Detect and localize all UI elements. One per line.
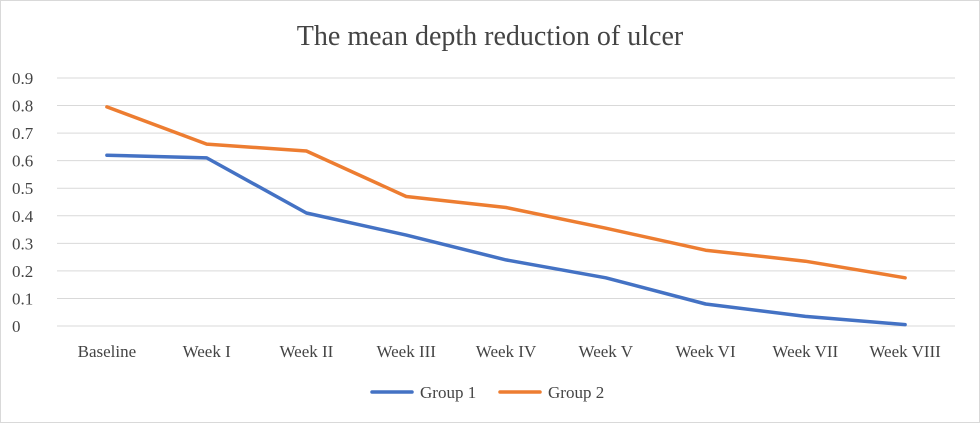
legend-label-1: Group 1 [420,383,476,402]
series-line-2 [105,105,907,280]
chart-title: The mean depth reduction of ulcer [297,21,684,52]
x-tick-label: Week III [376,342,436,361]
y-tick-label: 0.6 [12,152,33,171]
legend: Group 1 Group 2 [370,383,604,402]
series-line-1 [105,153,907,327]
x-tick-label: Week II [280,342,334,361]
y-tick-label: 0.9 [12,69,33,88]
x-tick-label: Baseline [78,342,137,361]
x-axis-tick-labels: Baseline Week I Week II Week III Week IV Week… [78,342,942,361]
x-tick-label: Week V [579,342,634,361]
x-tick-label: Week VII [772,342,838,361]
y-tick-label: 0.2 [12,262,33,281]
x-tick-label: Week VIII [869,342,941,361]
y-tick-label: 0.5 [12,179,33,198]
y-tick-label: 0.1 [12,289,33,308]
x-tick-label: Week VI [675,342,735,361]
y-tick-label: 0.8 [12,97,33,116]
gridlines [57,77,955,327]
y-axis-tick-labels: 0 0.1 0.2 0.3 0.4 0.5 0.6 0.7 0.8 0.9 [12,69,34,336]
y-tick-label: 0.4 [12,207,34,226]
y-tick-label: 0.7 [12,124,34,143]
x-tick-label: Week IV [476,342,537,361]
legend-label-2: Group 2 [548,383,604,402]
y-tick-label: 0.3 [12,234,33,253]
series-lines [105,105,907,327]
y-tick-label: 0 [12,317,21,336]
x-tick-label: Week I [183,342,232,361]
